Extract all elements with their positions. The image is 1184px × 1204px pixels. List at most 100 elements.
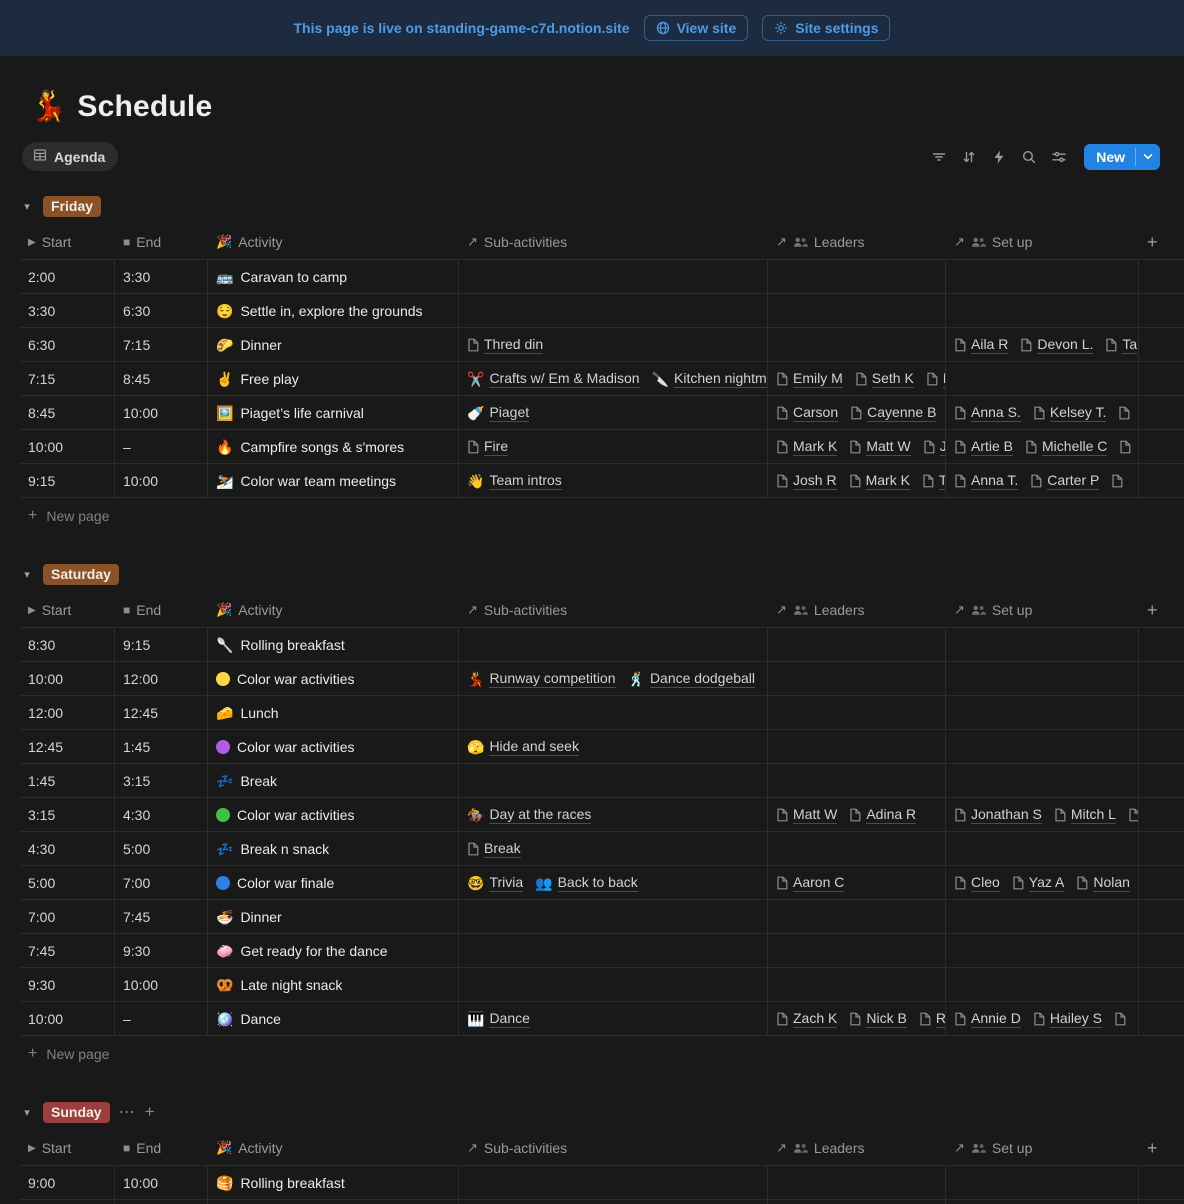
cell-end[interactable]: 9:30: [115, 934, 208, 967]
cell-leaders[interactable]: [768, 730, 946, 763]
cell-setup[interactable]: [946, 362, 1139, 395]
leader-page-link[interactable]: Mark K: [776, 438, 838, 456]
cell-start[interactable]: 10:00: [20, 662, 115, 695]
cell-activity[interactable]: 🚌 Caravan to camp: [208, 260, 459, 293]
cell-start[interactable]: 12:00: [20, 696, 115, 729]
setup-page-link[interactable]: Annie D: [954, 1010, 1021, 1028]
sub-activity-page-link[interactable]: 💃 Runway competition: [467, 670, 616, 688]
cell-sub-activities[interactable]: [459, 260, 768, 293]
cell-start[interactable]: 5:00: [20, 866, 115, 899]
add-column-button[interactable]: +: [1147, 231, 1158, 252]
cell-leaders[interactable]: [768, 260, 946, 293]
cell-leaders[interactable]: [768, 662, 946, 695]
sub-activity-page-link[interactable]: Thred din: [467, 336, 544, 354]
cell-activity[interactable]: 💤 Break: [208, 764, 459, 797]
filter-icon[interactable]: [926, 144, 952, 170]
cell-setup[interactable]: [946, 628, 1139, 661]
view-site-button[interactable]: View site: [643, 15, 749, 41]
cell-start[interactable]: 7:00: [20, 900, 115, 933]
cell-leaders[interactable]: [768, 968, 946, 1001]
cell-setup[interactable]: Artie B Michelle C: [946, 430, 1139, 463]
setup-page-link[interactable]: Nolan: [1076, 874, 1130, 892]
cell-end[interactable]: 12:00: [115, 662, 208, 695]
cell-sub-activities[interactable]: [459, 934, 768, 967]
cell-leaders[interactable]: [768, 696, 946, 729]
cell-end[interactable]: 10:00: [115, 1166, 208, 1199]
cell-setup[interactable]: [946, 696, 1139, 729]
cell-activity[interactable]: 🧼 Get ready for the dance: [208, 934, 459, 967]
cell-setup[interactable]: [946, 662, 1139, 695]
cell-start[interactable]: 10:00: [20, 1002, 115, 1035]
cell-end[interactable]: –: [115, 430, 208, 463]
new-button-label[interactable]: New: [1096, 148, 1125, 165]
cell-setup[interactable]: [946, 934, 1139, 967]
setup-page-link[interactable]: Anna S.: [954, 404, 1021, 422]
column-header-leaders[interactable]: ↗ Leaders: [768, 1131, 946, 1165]
cell-sub-activities[interactable]: [459, 294, 768, 327]
cell-end[interactable]: 12:45: [115, 696, 208, 729]
leader-page-link[interactable]: Emily M: [776, 370, 843, 388]
sub-activity-page-link[interactable]: 🎹 Dance: [467, 1010, 530, 1028]
cell-start[interactable]: 10:00: [20, 430, 115, 463]
setup-page-link[interactable]: Yaz A: [1012, 874, 1065, 892]
cell-setup[interactable]: [946, 1200, 1139, 1204]
leader-page-link[interactable]: Matt W: [849, 438, 911, 456]
cell-start[interactable]: 8:30: [20, 628, 115, 661]
cell-leaders[interactable]: [768, 900, 946, 933]
cell-end[interactable]: 10:00: [115, 464, 208, 497]
cell-start[interactable]: 9:15: [20, 464, 115, 497]
cell-leaders[interactable]: Matt W Adina R: [768, 798, 946, 831]
cell-activity[interactable]: Color war activities: [208, 798, 459, 831]
column-header-leaders[interactable]: ↗ Leaders: [768, 593, 946, 627]
cell-leaders[interactable]: Emily M Seth K M: [768, 362, 946, 395]
column-header-sub[interactable]: ↗ Sub-activities: [459, 1131, 768, 1165]
cell-activity[interactable]: Color war activities: [208, 730, 459, 763]
cell-setup[interactable]: [946, 764, 1139, 797]
cell-start[interactable]: 1:45: [20, 764, 115, 797]
cell-end[interactable]: –: [115, 1002, 208, 1035]
page-icon[interactable]: 💃: [30, 90, 68, 123]
setup-page-link[interactable]: Aila R: [954, 336, 1009, 354]
sub-activity-page-link[interactable]: 👋 Team intros: [467, 472, 562, 490]
cell-leaders[interactable]: Mark K Matt W Jo: [768, 430, 946, 463]
cell-sub-activities[interactable]: 🍼 Piaget: [459, 396, 768, 429]
cell-end[interactable]: 8:45: [115, 362, 208, 395]
setup-page-link[interactable]: Michelle C: [1025, 438, 1108, 456]
cell-setup[interactable]: Cleo Yaz A Nolan: [946, 866, 1139, 899]
cell-start[interactable]: 2:00: [20, 260, 115, 293]
group-badge[interactable]: Saturday: [43, 563, 119, 585]
cell-start[interactable]: 7:45: [20, 934, 115, 967]
collapse-toggle-icon[interactable]: ▾: [24, 200, 30, 213]
cell-activity[interactable]: 🌮 Dinner: [208, 328, 459, 361]
column-header-end[interactable]: ■ End: [115, 225, 208, 259]
cell-setup[interactable]: [946, 294, 1139, 327]
cell-start[interactable]: 4:30: [20, 832, 115, 865]
cell-leaders[interactable]: [768, 328, 946, 361]
cell-activity[interactable]: ⛷️ Color war team meetings: [208, 464, 459, 497]
cell-activity[interactable]: 🧀 Lunch: [208, 696, 459, 729]
leader-page-link[interactable]: Ry: [919, 1010, 945, 1028]
cell-activity[interactable]: Color war finale: [208, 866, 459, 899]
cell-sub-activities[interactable]: 💃 Runway competition 🕺 Dance dodgeball: [459, 662, 768, 695]
cell-sub-activities[interactable]: [459, 968, 768, 1001]
cell-activity[interactable]: Color war activities: [208, 662, 459, 695]
cell-end[interactable]: 6:30: [115, 294, 208, 327]
setup-page-link[interactable]: Kelsey T.: [1033, 404, 1107, 422]
sub-activity-page-link[interactable]: Break: [467, 840, 521, 858]
cell-setup[interactable]: Anna T. Carter P: [946, 464, 1139, 497]
cell-setup[interactable]: [946, 832, 1139, 865]
cell-sub-activities[interactable]: [459, 900, 768, 933]
sub-activity-page-link[interactable]: 🏇 Day at the races: [467, 806, 592, 824]
cell-leaders[interactable]: [768, 934, 946, 967]
leader-page-link[interactable]: Josh R: [776, 472, 837, 490]
sub-activity-page-link[interactable]: 🫣 Hide and seek: [467, 738, 579, 756]
cell-activity[interactable]: ✌️ Free play: [208, 362, 459, 395]
cell-end[interactable]: 4:30: [115, 798, 208, 831]
setup-page-link[interactable]: [1111, 474, 1123, 488]
new-page-button[interactable]: + New page: [20, 498, 1184, 533]
cell-activity[interactable]: 🍜 Dinner: [208, 900, 459, 933]
chevron-down-icon[interactable]: [1136, 144, 1160, 170]
cell-end[interactable]: 7:15: [115, 328, 208, 361]
leader-page-link[interactable]: Nick B: [849, 1010, 907, 1028]
cell-start[interactable]: 12:45: [20, 730, 115, 763]
